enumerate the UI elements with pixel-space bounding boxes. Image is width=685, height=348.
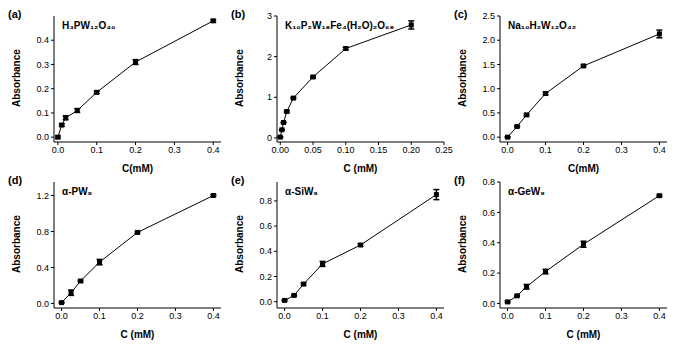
svg-text:0.0: 0.0 — [278, 311, 291, 321]
svg-text:0.0: 0.0 — [36, 132, 49, 142]
svg-text:Absorbance: Absorbance — [11, 49, 22, 107]
html-text:K₁₀P₂W₁₈Fe₄(H₂O)₂O₆₈: K₁₀P₂W₁₈Fe₄(H₂O)₂O₆₈ — [285, 20, 395, 31]
svg-text:0.5: 0.5 — [482, 108, 495, 118]
html-text:α-GeW₉: α-GeW₉ — [508, 186, 545, 197]
svg-text:0.0: 0.0 — [501, 145, 514, 155]
svg-text:0.3: 0.3 — [615, 311, 628, 321]
svg-text:1.5: 1.5 — [482, 60, 495, 70]
svg-text:0.8: 0.8 — [259, 196, 272, 206]
svg-text:0.20: 0.20 — [402, 145, 420, 155]
svg-text:2: 2 — [267, 52, 272, 62]
svg-text:0.3: 0.3 — [168, 145, 181, 155]
svg-text:0.00: 0.00 — [272, 145, 290, 155]
svg-text:0.25: 0.25 — [435, 145, 453, 155]
svg-text:Absorbance: Absorbance — [234, 49, 245, 107]
svg-text:0: 0 — [267, 133, 272, 143]
svg-text:0.2: 0.2 — [577, 145, 590, 155]
svg-text:0.0: 0.0 — [482, 132, 495, 142]
svg-text:0.1: 0.1 — [539, 311, 552, 321]
svg-text:0.4: 0.4 — [207, 145, 220, 155]
svg-text:C(mM): C(mM) — [122, 163, 153, 174]
svg-text:1.2: 1.2 — [36, 191, 49, 201]
svg-text:0.4: 0.4 — [36, 263, 49, 273]
svg-text:0.05: 0.05 — [304, 145, 322, 155]
svg-text:C (mM): C (mM) — [567, 329, 601, 340]
svg-text:0.3: 0.3 — [392, 311, 405, 321]
html-text:(c): (c) — [454, 8, 468, 20]
svg-text:0.4: 0.4 — [36, 35, 49, 45]
svg-text:Absorbance: Absorbance — [234, 215, 245, 273]
svg-text:C (mM): C (mM) — [344, 163, 378, 174]
svg-text:0.0: 0.0 — [36, 299, 49, 309]
svg-text:Absorbance: Absorbance — [457, 49, 468, 107]
svg-text:0.3: 0.3 — [615, 145, 628, 155]
svg-text:0.6: 0.6 — [482, 208, 495, 218]
html-text:α-PW₉: α-PW₉ — [62, 186, 93, 197]
svg-text:0.0: 0.0 — [482, 299, 495, 309]
svg-text:0.4: 0.4 — [430, 311, 443, 321]
svg-text:0.0: 0.0 — [259, 297, 272, 307]
html-text:(f): (f) — [454, 174, 465, 186]
svg-text:0.1: 0.1 — [93, 311, 106, 321]
svg-text:0.3: 0.3 — [169, 311, 182, 321]
svg-text:0.1: 0.1 — [539, 145, 552, 155]
svg-text:0.6: 0.6 — [259, 221, 272, 231]
svg-text:0.2: 0.2 — [131, 311, 144, 321]
html-text:α-SiW₉: α-SiW₉ — [285, 186, 318, 197]
svg-text:0.10: 0.10 — [337, 145, 355, 155]
svg-text:0.3: 0.3 — [36, 60, 49, 70]
svg-text:Absorbance: Absorbance — [11, 215, 22, 273]
svg-text:Absorbance: Absorbance — [457, 215, 468, 273]
svg-text:0.1: 0.1 — [90, 145, 103, 155]
html-text:Na₁₀H₂W₁₂O₄₂: Na₁₀H₂W₁₂O₄₂ — [508, 20, 577, 31]
svg-text:0.2: 0.2 — [36, 84, 49, 94]
svg-text:0.1: 0.1 — [316, 311, 329, 321]
svg-text:3: 3 — [267, 11, 272, 21]
svg-text:0.1: 0.1 — [36, 108, 49, 118]
svg-text:0.8: 0.8 — [482, 177, 495, 187]
html-text:H₃PW₁₂O₄₀: H₃PW₁₂O₄₀ — [62, 20, 116, 31]
svg-text:0.2: 0.2 — [354, 311, 367, 321]
svg-text:1: 1 — [267, 92, 272, 102]
html-text:(b): (b) — [231, 8, 245, 20]
html-text:(a): (a) — [8, 8, 22, 20]
svg-text:0.2: 0.2 — [129, 145, 142, 155]
svg-text:0.2: 0.2 — [259, 272, 272, 282]
svg-text:0.0: 0.0 — [501, 311, 514, 321]
svg-text:0.4: 0.4 — [259, 246, 272, 256]
svg-text:0.2: 0.2 — [577, 311, 590, 321]
svg-text:C (mM): C (mM) — [344, 329, 378, 340]
svg-text:0.8: 0.8 — [36, 227, 49, 237]
svg-text:0.0: 0.0 — [52, 145, 65, 155]
svg-text:2.0: 2.0 — [482, 35, 495, 45]
svg-text:1.0: 1.0 — [482, 84, 495, 94]
svg-text:0.4: 0.4 — [207, 311, 220, 321]
svg-text:0.15: 0.15 — [370, 145, 388, 155]
svg-text:C(mM): C(mM) — [568, 163, 599, 174]
svg-text:0.4: 0.4 — [653, 311, 666, 321]
svg-text:2.5: 2.5 — [482, 11, 495, 21]
svg-text:0.4: 0.4 — [482, 238, 495, 248]
svg-text:0.0: 0.0 — [55, 311, 68, 321]
svg-text:0.4: 0.4 — [653, 145, 666, 155]
svg-text:C (mM): C (mM) — [121, 329, 155, 340]
svg-text:0.2: 0.2 — [482, 268, 495, 278]
html-text:(d): (d) — [8, 174, 22, 186]
html-text:(e): (e) — [231, 174, 245, 186]
